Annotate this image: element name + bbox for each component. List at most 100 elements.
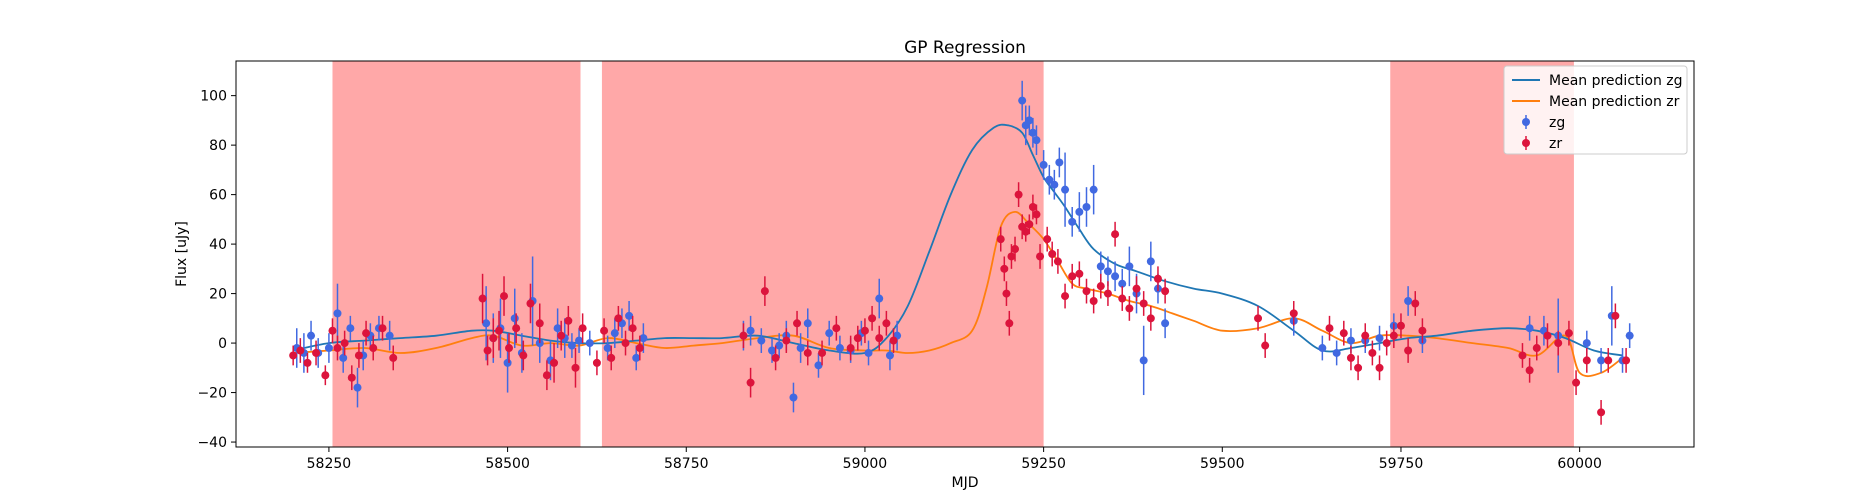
marker xyxy=(793,319,802,328)
point-zr xyxy=(1543,323,1552,349)
marker xyxy=(571,363,580,372)
point-zg xyxy=(1025,105,1034,136)
point-zr xyxy=(832,315,841,341)
point-zg xyxy=(585,330,594,356)
point-zg xyxy=(1068,206,1077,237)
marker xyxy=(333,309,342,318)
marker xyxy=(1068,217,1077,226)
point-zr xyxy=(340,330,349,356)
marker xyxy=(1368,348,1377,357)
point-zg xyxy=(796,333,805,363)
marker xyxy=(1043,235,1052,244)
point-zg xyxy=(1045,164,1054,195)
point-zr xyxy=(1053,249,1062,274)
point-zr xyxy=(868,305,877,331)
point-zr xyxy=(1411,291,1420,316)
point-zr xyxy=(483,335,492,366)
marker xyxy=(1018,96,1027,105)
marker xyxy=(760,287,769,296)
shaded-regions xyxy=(332,61,1574,447)
marker xyxy=(1139,299,1148,308)
legend-label: zr xyxy=(1549,136,1562,152)
marker xyxy=(1554,339,1563,348)
marker xyxy=(600,326,609,335)
point-zr xyxy=(303,352,312,373)
marker xyxy=(1050,180,1059,189)
point-zr xyxy=(489,318,498,358)
point-zr xyxy=(542,360,551,391)
marker xyxy=(1025,220,1034,229)
point-zg xyxy=(610,318,619,349)
marker xyxy=(1061,292,1070,301)
marker xyxy=(503,358,512,367)
point-zr xyxy=(495,310,504,351)
legend-swatch xyxy=(1522,118,1530,126)
marker xyxy=(1007,252,1016,261)
marker xyxy=(1089,297,1098,306)
point-zr xyxy=(1564,320,1573,346)
point-zg xyxy=(1375,325,1384,351)
marker xyxy=(868,314,877,323)
point-zr xyxy=(1418,318,1427,344)
marker xyxy=(505,344,514,353)
marker xyxy=(1111,230,1120,239)
marker xyxy=(1404,297,1413,306)
point-zr xyxy=(614,305,623,331)
point-zg xyxy=(875,278,884,319)
marker xyxy=(1048,250,1057,258)
point-zr xyxy=(1396,313,1405,339)
point-zr xyxy=(1014,182,1023,207)
marker xyxy=(489,334,498,343)
point-zr xyxy=(1354,355,1363,381)
point-zr xyxy=(1289,301,1298,326)
point-zr xyxy=(739,323,748,349)
point-zr xyxy=(1068,263,1077,289)
marker xyxy=(789,393,798,402)
point-zr xyxy=(1125,296,1134,321)
point-zg xyxy=(814,352,823,378)
marker xyxy=(512,324,521,333)
point-zr xyxy=(818,340,827,366)
marker xyxy=(564,316,573,325)
x-tick-label: 59000 xyxy=(843,456,888,472)
marker xyxy=(1161,287,1170,296)
shaded-region-2 xyxy=(601,61,1044,447)
chart-title: GP Regression xyxy=(904,38,1026,58)
marker xyxy=(832,324,841,333)
point-zr xyxy=(1368,340,1377,366)
point-zg xyxy=(1032,125,1041,156)
marker xyxy=(585,339,594,348)
point-zr xyxy=(1554,330,1563,356)
point-zg xyxy=(746,315,755,346)
marker xyxy=(603,344,612,353)
marker xyxy=(1036,252,1045,261)
marker xyxy=(768,346,777,355)
marker xyxy=(1125,304,1134,313)
point-zr xyxy=(1005,310,1014,336)
marker xyxy=(1396,321,1405,330)
point-zr xyxy=(512,313,521,344)
point-zr xyxy=(1532,335,1541,361)
marker xyxy=(1354,363,1363,372)
point-zr xyxy=(389,345,398,371)
marker xyxy=(1361,331,1370,340)
marker xyxy=(1146,257,1155,266)
marker xyxy=(1118,294,1127,303)
point-zr xyxy=(1139,291,1148,316)
point-zr xyxy=(312,340,321,366)
marker xyxy=(1418,326,1427,335)
point-zr xyxy=(1361,323,1370,349)
x-tick-label: 59250 xyxy=(1021,456,1066,472)
marker xyxy=(1011,245,1020,254)
marker xyxy=(882,319,891,328)
marker xyxy=(328,326,337,335)
marker xyxy=(542,371,551,380)
point-zr xyxy=(564,305,573,336)
point-zr xyxy=(1000,256,1009,282)
marker xyxy=(1005,319,1014,328)
marker xyxy=(796,344,805,353)
point-zr xyxy=(860,318,869,344)
marker xyxy=(1582,339,1591,348)
point-zg xyxy=(1039,150,1048,180)
